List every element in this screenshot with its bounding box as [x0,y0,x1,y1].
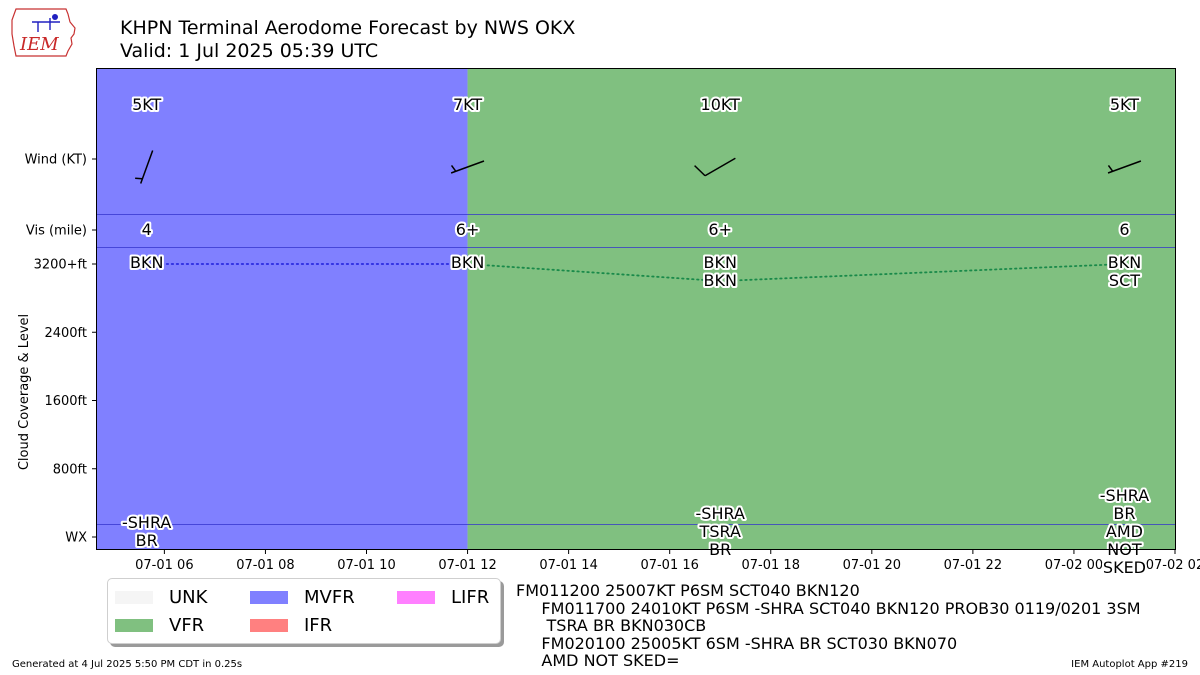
legend-item-vfr: VFR [115,615,204,636]
y-tick-label-level: 2400ft [44,326,87,341]
visibility-label: 6 [1119,220,1129,239]
legend-label: VFR [169,615,205,636]
x-tick-label: 07-01 16 [640,558,698,573]
y-tick-label-wind: Wind (KT) [25,153,87,168]
weather-label: -SHRA [1100,486,1149,505]
cloud-cover-label: BKN [130,253,163,272]
legend-swatch [250,619,288,632]
wind-barb [135,150,154,184]
legend-swatch [250,591,288,604]
wind-speed-label: 5KT [132,95,161,114]
x-tick-label: 07-02 00 [1045,558,1103,573]
legend-label: IFR [304,615,333,636]
weather-label: SKED [1103,558,1146,577]
flight-category-bands [97,69,1175,549]
wind-barbs [135,150,1142,184]
y-tick-label-vis: Vis (mile) [26,224,87,239]
legend-swatch [115,619,153,632]
cloud-level-lines [145,263,1126,282]
x-tick-label: 07-01 10 [337,558,395,573]
legend-item-ifr: IFR [250,615,332,636]
iem-logo: IEM [11,8,76,57]
x-tick-label: 07-01 06 [135,558,193,573]
visibility-label: 6+ [708,220,732,239]
cloud-cover-label: SCT [1109,271,1140,290]
weather-label: AMD [1106,522,1143,541]
wind-speed-label: 10KT [701,95,741,114]
legend-item-mvfr: MVFR [250,587,355,608]
wind-barb-feather [694,165,706,177]
legend-item-unk: UNK [115,587,207,608]
legend-swatch [115,591,153,604]
wind-speed-label: 7KT [453,95,482,114]
y-tick-label-wx: WX [65,531,87,546]
x-tick-label: 07-01 14 [539,558,597,573]
visibility-label: 6+ [456,220,480,239]
chart-valid-time: Valid: 1 Jul 2025 05:39 UTC [120,40,379,62]
weather-label: -SHRA [696,504,745,523]
category-band-mvfr [97,69,468,549]
legend: UNK VFR MVFR IFR LIFR [107,578,501,644]
legend-label: MVFR [304,587,355,608]
wind-barb-staff [139,150,154,184]
taf-raw-text: FM011200 25007KT P6SM SCT040 BKN120 FM01… [516,581,1141,670]
wind-barb-staff [1107,160,1142,174]
x-tick-label: 07-01 08 [236,558,294,573]
cloud-cover-label: BKN [1108,253,1141,272]
y-tick-label-level: 1600ft [44,394,87,409]
x-tick-label: 07-01 20 [843,558,901,573]
footer-generated: Generated at 4 Jul 2025 5:50 PM CDT in 0… [12,659,243,670]
y-tick-label-level: 3200+ft [34,258,87,273]
x-tick-label: 07-01 12 [438,558,496,573]
cloud-cover-label: BKN [704,271,737,290]
wind-barb-half-feather [135,177,143,180]
cloud-level-line [719,263,1126,282]
weather-label: BR [1113,504,1135,523]
weather-label: TSRA [699,522,741,541]
legend-swatch [397,591,435,604]
y-axis-label: Cloud Coverage & Level [17,314,32,470]
logo-text: IEM [19,34,59,55]
x-tick-label: 07-02 02 [1146,558,1200,573]
wind-barb [1107,160,1142,174]
y-tick-label-level: 800ft [53,462,87,477]
row-dividers [97,214,1175,525]
cloud-level-line [466,263,722,282]
wind-speed-label: 5KT [1110,95,1139,114]
cloud-cover-label: BKN [451,253,484,272]
chart-title: KHPN Terminal Aerodome Forecast by NWS O… [120,17,576,39]
cloud-cover-label: BKN [704,253,737,272]
category-band-vfr [467,69,1175,549]
x-tick-label: 07-01 18 [742,558,800,573]
legend-label: UNK [169,587,208,608]
wind-barb [450,160,485,174]
visibility-label: 4 [142,220,152,239]
wind-barb-staff [704,157,736,177]
wind-barb-half-feather [450,164,457,172]
wind-barb-half-feather [1107,164,1114,172]
legend-item-lifr: LIFR [397,587,489,608]
axis-ticks: 07-01 06 07-01 08 07-01 10 07-01 12 07-01 14… [25,153,1200,574]
plot-frame [96,68,1176,550]
footer-app: IEM Autoplot App #219 [1071,659,1188,670]
weather-label: -SHRA [122,513,171,532]
wind-barb-staff [450,160,485,174]
legend-label: LIFR [451,587,490,608]
x-tick-label: 07-01 22 [944,558,1002,573]
weather-label: BR [136,531,158,550]
wind-barb [694,157,736,177]
